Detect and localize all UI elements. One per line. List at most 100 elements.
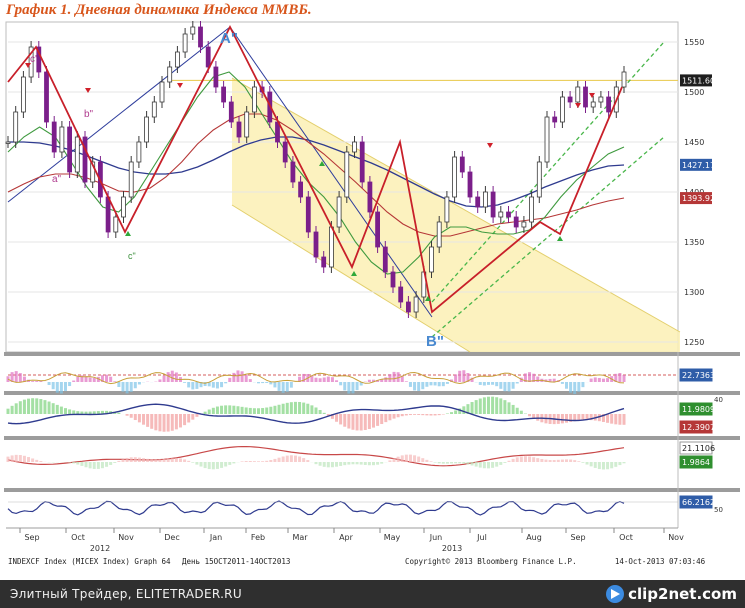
indicator-bar: [215, 462, 219, 469]
wave-label-c-low: c": [128, 251, 136, 261]
indicator-label-text: 1.9864: [682, 458, 710, 467]
price-candle: [305, 196, 311, 233]
indicator-bar: [232, 372, 236, 382]
indicator-bar: [610, 462, 614, 469]
indicator-bar: [396, 414, 400, 418]
indicator-bar: [425, 459, 429, 462]
indicator-bar: [310, 405, 314, 414]
indicator-label-box: [679, 495, 713, 509]
indicator-tick-label: 50: [714, 506, 723, 514]
indicator-bar: [614, 414, 618, 425]
indicator-bar: [371, 462, 375, 466]
indicator-bar: [125, 414, 129, 416]
indicator-bar: [458, 462, 462, 464]
indicator-bar: [392, 414, 396, 419]
indicator-bar: [376, 380, 380, 382]
price-candle: [20, 76, 26, 113]
indicator-bar: [6, 456, 10, 462]
indicator-bar: [355, 414, 359, 431]
price-candle: [236, 121, 242, 138]
indicator-bar: [421, 458, 425, 462]
indicator-bar: [511, 458, 515, 462]
indicator-bar: [47, 382, 51, 385]
price-candle: [621, 71, 627, 88]
price-candle: [44, 71, 49, 123]
indicator-bar: [622, 462, 626, 464]
price-candle: [490, 191, 496, 218]
indicator-bar: [92, 377, 96, 382]
indicator-bar: [417, 382, 421, 391]
price-candle: [452, 156, 458, 198]
indicator-bar: [581, 462, 585, 463]
clip2net-logo[interactable]: clip2net.com: [606, 583, 737, 605]
price-candle: [221, 86, 227, 103]
indicator-bar: [88, 411, 92, 414]
indicator-bar: [293, 401, 297, 414]
indicator-bar: [244, 407, 248, 414]
indicator-bar: [187, 382, 191, 388]
price-candle: [298, 181, 304, 198]
indicator-bar: [248, 379, 252, 382]
price-candle: [28, 46, 34, 78]
indicator-bar: [72, 380, 76, 382]
panel-divider: [4, 488, 740, 492]
indicator-bar: [18, 373, 22, 382]
price-candle: [151, 101, 157, 118]
indicator-bar: [388, 460, 392, 462]
indicator-bar: [573, 460, 577, 462]
indicator-bar: [252, 408, 256, 414]
pivot-up-marker: [351, 271, 357, 276]
indicator-bar: [478, 462, 482, 468]
indicator-bar: [552, 460, 556, 462]
price-candle: [213, 66, 219, 88]
indicator-bar: [548, 378, 552, 382]
indicator-bar: [532, 457, 536, 462]
indicator-bar: [552, 378, 556, 382]
indicator-bar: [88, 377, 92, 382]
indicator-bar: [367, 414, 371, 429]
moving-average-red: [7, 113, 625, 237]
indicator-bar: [470, 462, 474, 466]
indicator-label-box: [679, 420, 713, 434]
y-tick-label: 1450: [684, 138, 704, 147]
indicator-bar: [400, 414, 404, 417]
indicator-bar: [466, 373, 470, 382]
price-candle: [398, 286, 404, 303]
zigzag-line: [7, 25, 623, 314]
indicator-bar: [363, 414, 367, 431]
indicator-bar: [495, 382, 499, 387]
indicator-bar: [133, 457, 137, 462]
indicator-bar: [22, 376, 26, 382]
indicator-bar: [503, 462, 507, 463]
indicator-bar: [55, 382, 59, 393]
indicator-bar: [248, 461, 252, 462]
indicator-bar: [384, 414, 388, 423]
indicator-bar: [199, 382, 203, 388]
indicator-bar: [84, 376, 88, 382]
indicator-bar: [478, 398, 482, 414]
indicator-bar: [146, 414, 150, 427]
indicator-bar: [585, 462, 589, 465]
pivot-up-marker: [125, 231, 131, 236]
indicator-bar: [339, 382, 343, 386]
indicator-bar: [178, 458, 182, 462]
indicator-bar: [293, 455, 297, 462]
indicator-bar: [203, 411, 207, 414]
x-tick-label: Aug: [526, 533, 542, 542]
indicator-bar: [232, 462, 236, 464]
indicator-bar: [470, 402, 474, 414]
indicator-bar: [486, 382, 490, 385]
indicator-bar: [88, 462, 92, 469]
indicator-bar: [519, 410, 523, 414]
price-candle: [583, 86, 588, 108]
indicator-bar: [203, 382, 207, 387]
indicator-bar: [417, 414, 421, 415]
indicator-bar: [326, 376, 330, 382]
indicator-bar: [240, 461, 244, 462]
indicator-bar: [413, 414, 417, 415]
indicator-tick-label: 40: [714, 396, 723, 404]
price-candle: [482, 191, 488, 208]
x-tick-label: Oct: [71, 533, 85, 542]
indicator-bar: [174, 372, 178, 382]
indicator-bar: [18, 401, 22, 414]
